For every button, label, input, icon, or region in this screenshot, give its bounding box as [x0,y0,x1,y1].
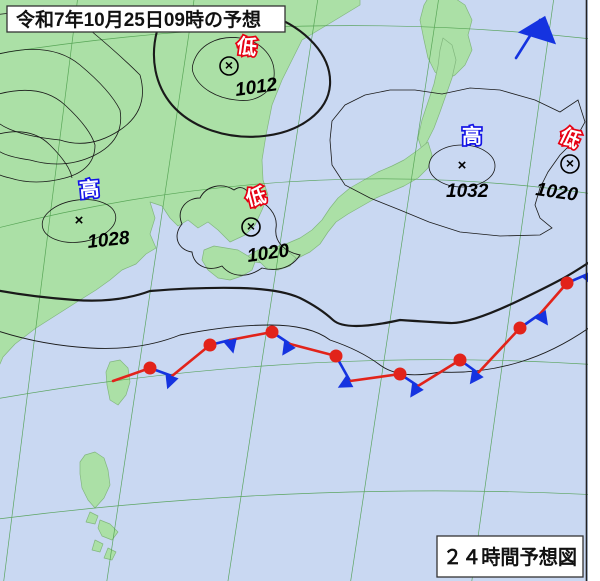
svg-text:×: × [225,57,233,73]
svg-text:1032: 1032 [446,181,489,202]
svg-text:×: × [247,218,255,234]
svg-text:令和7年10月25日09時の予想: 令和7年10月25日09時の予想 [16,8,261,31]
svg-text:×: × [566,155,574,171]
svg-text:低: 低 [234,33,258,60]
svg-text:高: 高 [78,176,100,202]
svg-text:高: 高 [462,124,482,148]
svg-text:1028: 1028 [86,228,131,253]
svg-text:×: × [75,212,84,229]
svg-text:×: × [458,157,467,174]
svg-text:２４時間予想図: ２４時間予想図 [443,545,577,569]
